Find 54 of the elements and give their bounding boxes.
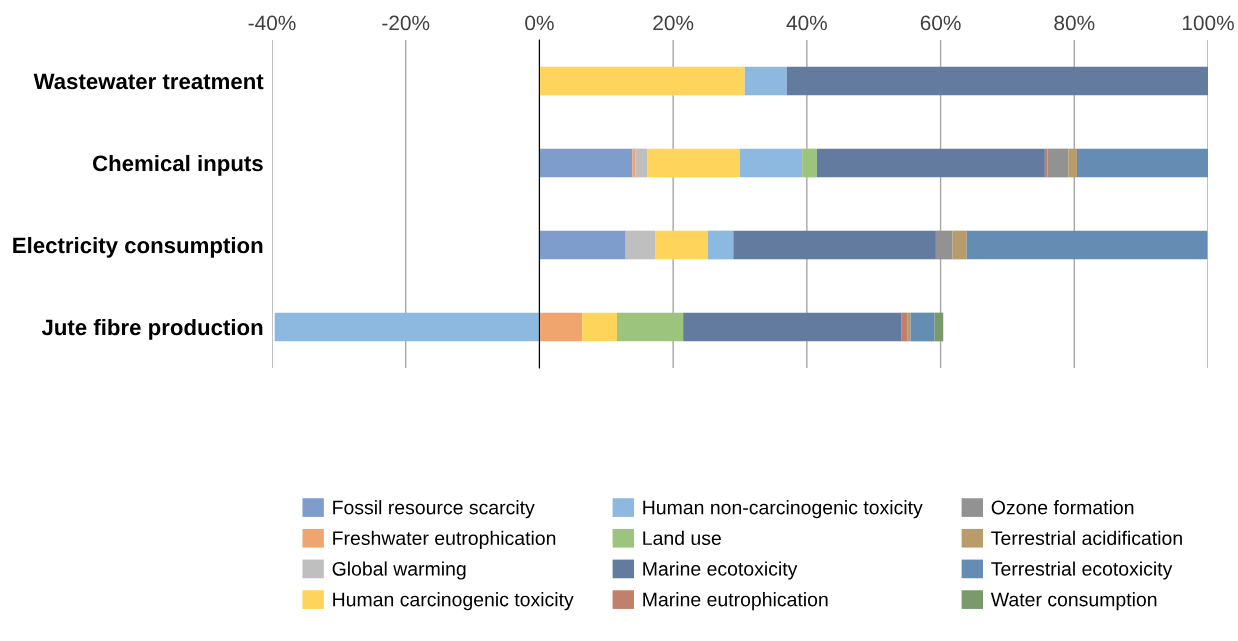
legend-label: Human non-carcinogenic toxicity: [643, 500, 923, 519]
x-tick-label: -20%: [382, 15, 430, 31]
bar: [539, 312, 583, 342]
bar: [539, 66, 745, 96]
y-tick-label: Electricity consumption: [13, 236, 263, 258]
bar: [966, 230, 1208, 260]
bar: [802, 148, 817, 178]
bar: [647, 148, 740, 178]
bar: [744, 66, 787, 96]
x-tick-label: 100%: [1182, 15, 1234, 31]
x-tick-label: 0%: [525, 15, 554, 31]
bar: [952, 230, 967, 260]
bar: [934, 312, 944, 342]
bar: [733, 230, 936, 260]
legend-label: Fossil resource scarcity: [333, 500, 535, 519]
bar: [539, 230, 626, 260]
bar: [616, 312, 684, 342]
bar: [1076, 148, 1208, 178]
bar: [683, 312, 902, 342]
x-tick-label: 20%: [653, 15, 694, 31]
bar: [901, 312, 908, 342]
legend-label: Freshwater eutrophication: [333, 530, 556, 549]
bar: [816, 148, 1045, 178]
x-tick-label: -40%: [248, 15, 296, 31]
legend-label: Ozone formation: [991, 500, 1134, 515]
bar: [707, 230, 734, 260]
bar: [635, 148, 648, 178]
bar: [786, 66, 1208, 96]
x-tick-label: 80%: [1054, 15, 1095, 31]
bar: [1068, 148, 1077, 178]
bar: [1044, 148, 1048, 178]
y-tick-label: Jute fibre production: [41, 318, 263, 340]
legend-label: Human carcinogenic toxicity: [333, 592, 574, 611]
legend-label: Global warming: [332, 561, 466, 580]
bar: [539, 148, 633, 178]
legend-label: Land use: [643, 530, 721, 546]
x-tick-label: 40%: [786, 15, 827, 31]
bar: [582, 312, 617, 342]
bar: [740, 148, 803, 178]
y-tick-label: Chemical inputs: [92, 154, 263, 176]
bar: [625, 230, 656, 260]
bar: [910, 312, 935, 342]
legend-label: Marine eutrophication: [643, 592, 828, 611]
legend-label: Terrestrial ecotoxicity: [991, 561, 1173, 580]
x-tick-label: 60%: [920, 15, 961, 31]
y-tick-label: Wastewater treatment: [33, 73, 264, 90]
bar: [1047, 148, 1069, 178]
bar: [655, 230, 708, 260]
bar: [632, 148, 636, 178]
bar: [274, 312, 540, 342]
legend-label: Marine ecotoxicity: [643, 561, 798, 580]
bar: [935, 230, 953, 260]
legend-label: Terrestrial acidification: [991, 530, 1182, 546]
legend-label: Water consumption: [990, 592, 1157, 611]
